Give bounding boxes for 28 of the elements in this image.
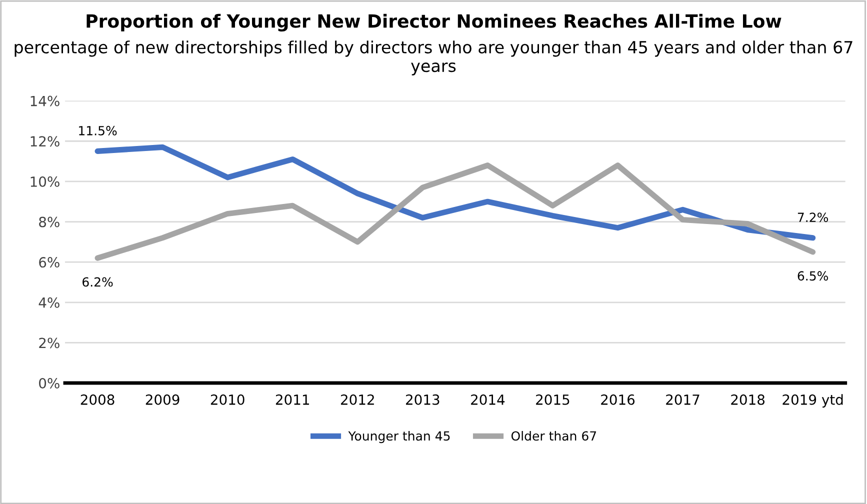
- y-tick-label: 0%: [39, 378, 60, 389]
- y-tick-label: 8%: [39, 216, 60, 228]
- x-tick-label: 2014: [471, 394, 505, 405]
- x-tick-label: 2010: [210, 394, 244, 405]
- chart-title: Proportion of Younger New Director Nominees Reaches All-Time Low: [86, 14, 782, 32]
- y-tick-label: 2%: [39, 338, 60, 348]
- x-tick-label: 2009: [146, 394, 180, 405]
- x-tick-label: 2011: [276, 394, 310, 405]
- chart-subtitle: percentage of new directorships filled by directors who are younger than 45 years and older than 67 years: [14, 40, 852, 76]
- x-tick-label: 2016: [601, 394, 635, 405]
- data-label: 6.2%: [82, 277, 113, 287]
- data-label: 7.2%: [798, 212, 828, 222]
- x-tick-label: 2012: [340, 394, 374, 405]
- x-tick-label: 2017: [666, 394, 700, 405]
- data-label: 6.5%: [798, 271, 828, 281]
- y-tick-label: 10%: [30, 176, 60, 187]
- y-tick-label: 6%: [39, 257, 60, 268]
- y-tick-label: 12%: [30, 136, 60, 147]
- legend-label: Older than 67: [511, 430, 596, 441]
- x-tick-label: 2018: [731, 394, 765, 405]
- legend-label: Younger than 45: [348, 430, 450, 444]
- data-label: 11.5%: [79, 126, 117, 136]
- x-tick-label: 2019 ytd: [782, 394, 843, 408]
- y-tick-label: 4%: [38, 297, 60, 308]
- x-tick-label: 2015: [536, 394, 570, 405]
- y-tick-label: 14%: [30, 96, 60, 106]
- x-tick-label: 2008: [80, 394, 114, 405]
- x-tick-label: 2013: [406, 394, 440, 405]
